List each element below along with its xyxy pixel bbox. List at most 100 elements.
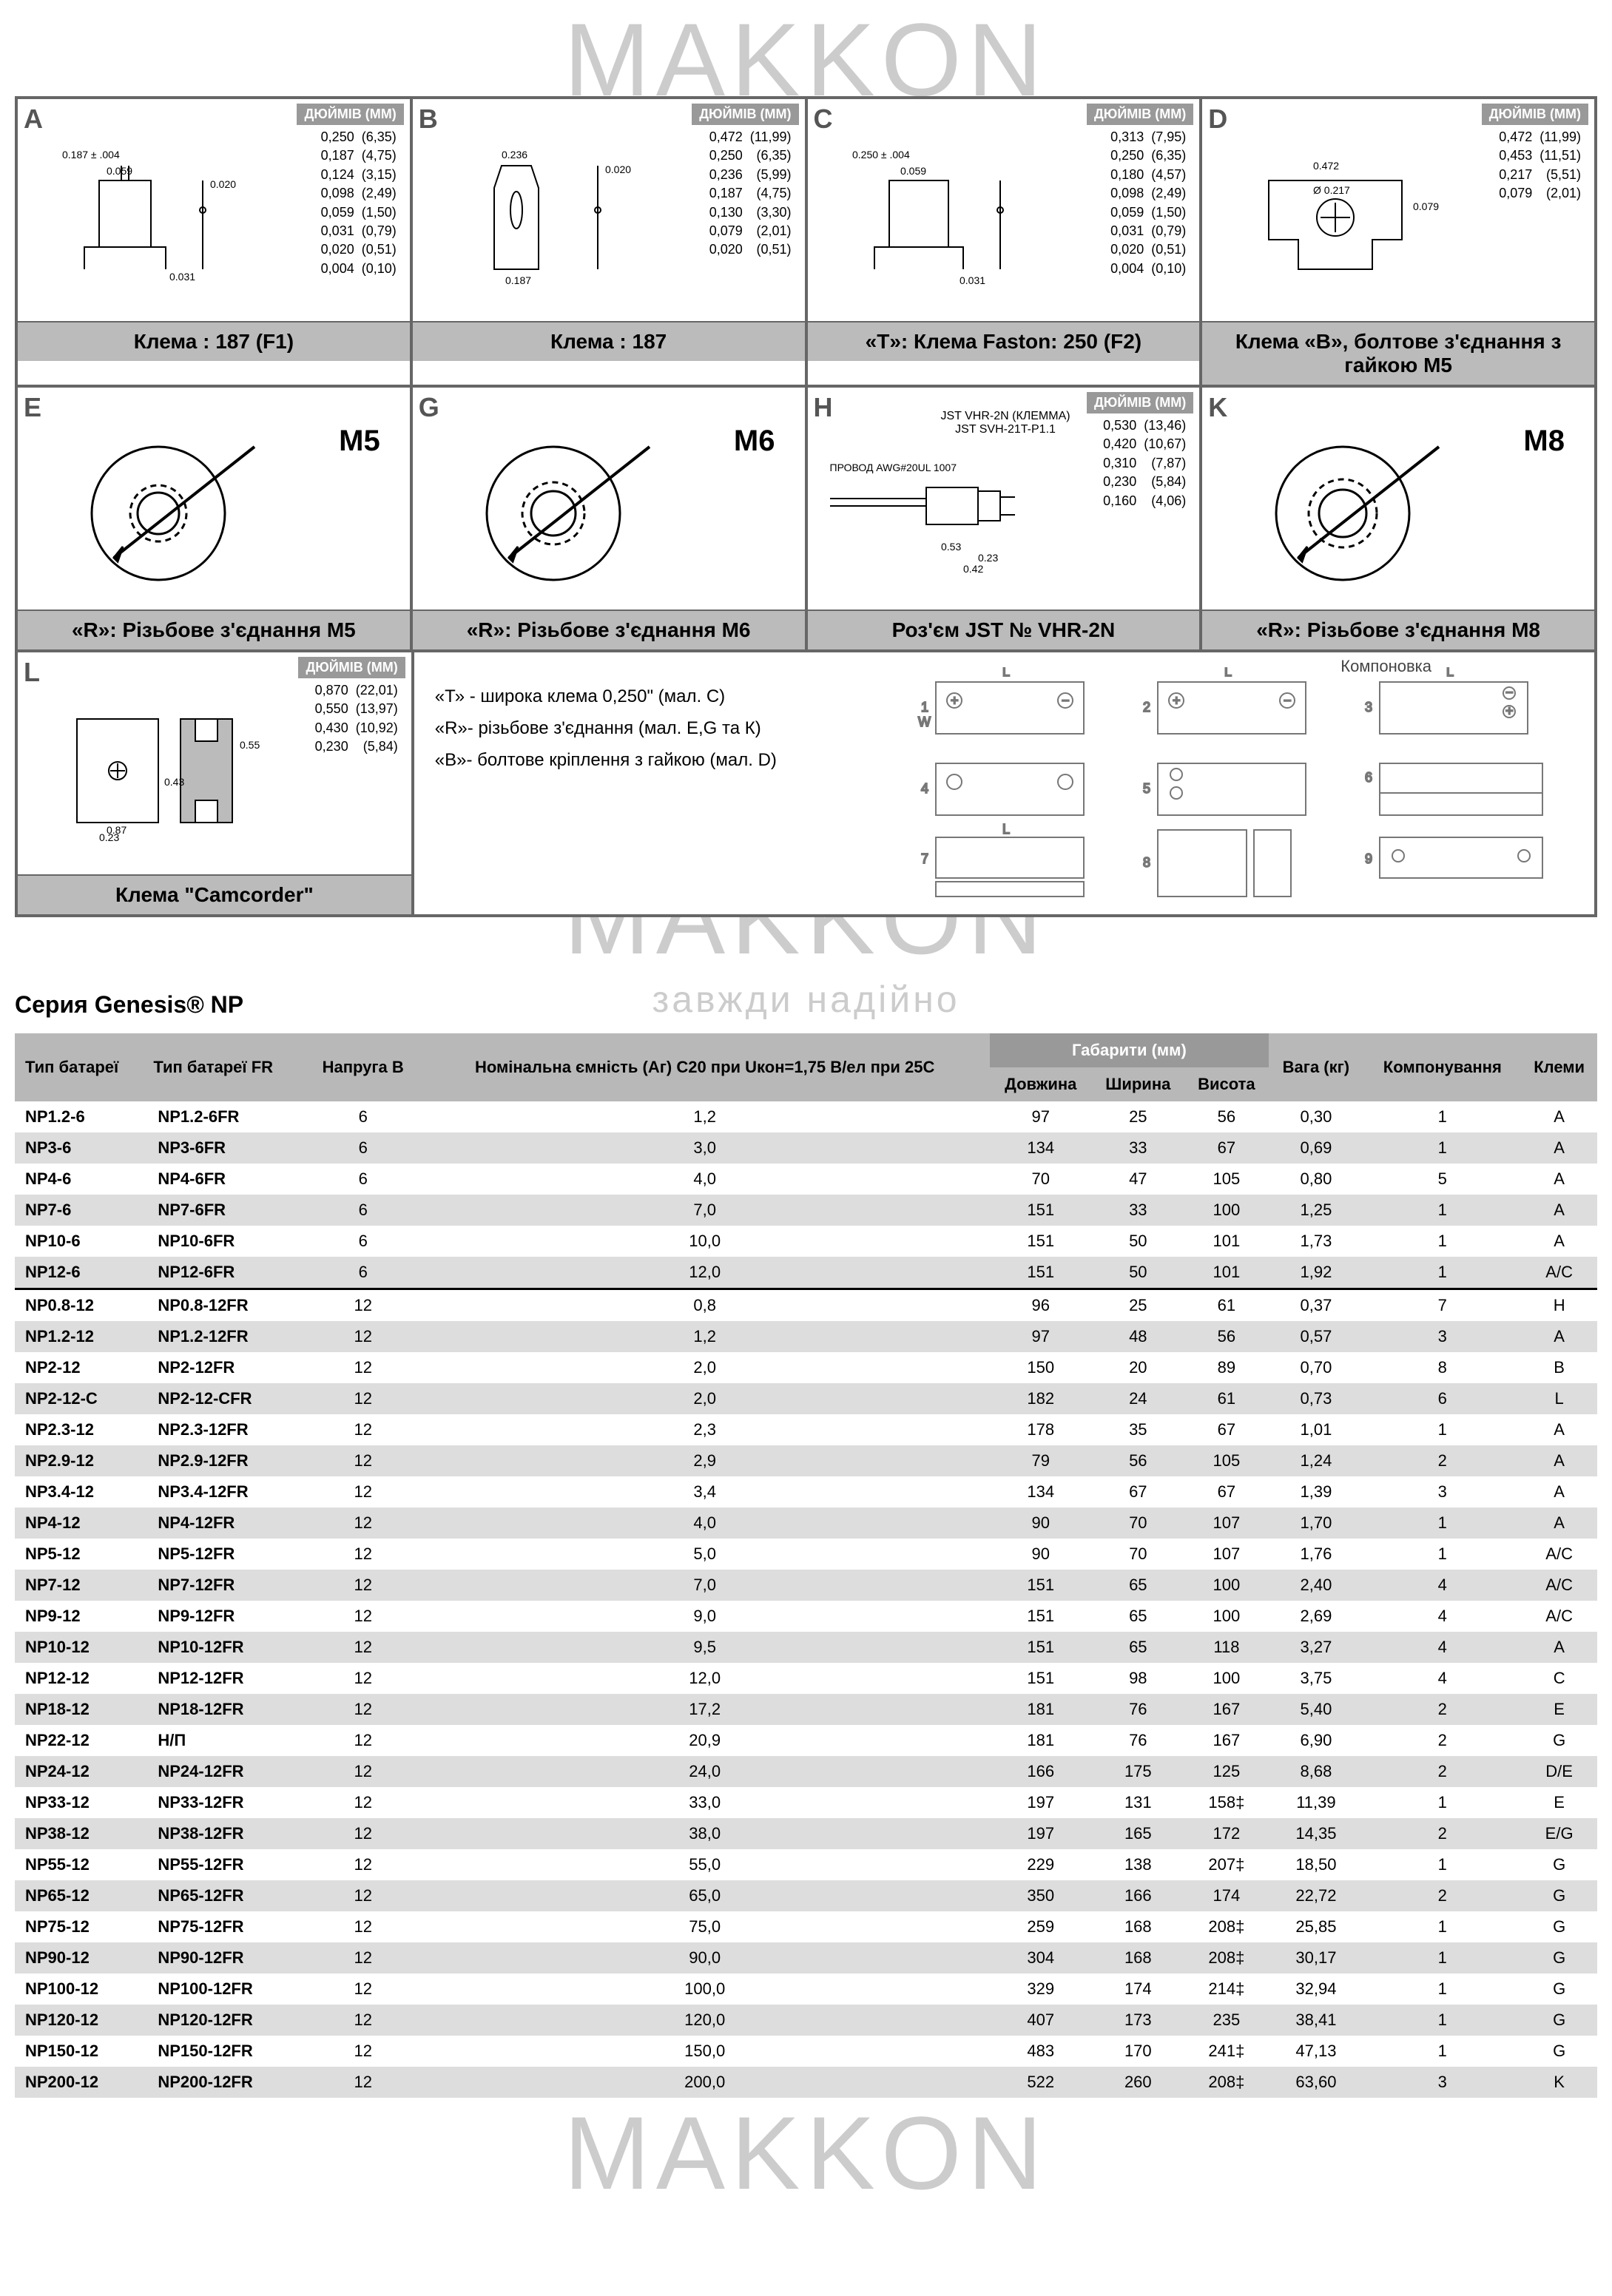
cell-letter: E [24,392,41,423]
svg-text:W: W [918,715,931,729]
diagram-cell-b: B ДЮЙМІВ (ММ) 0,472(11,99)0,250(6,35)0,2… [411,98,806,386]
table-row: NP120-12NP120-12FR12120,040717323538,411… [15,2005,1597,2036]
dim-table-h: 0,530(13,46)0,420(10,67)0,310(7,87)0,230… [1102,416,1193,511]
terminal-drawing: 0.250 ± .004 0.059 0.031 [845,136,1037,299]
svg-text:2: 2 [1143,700,1150,715]
table-row: NP2-12NP2-12FR122,015020890,708B [15,1352,1597,1383]
table-row: NP90-12NP90-12FR1290,0304168208‡30,171G [15,1942,1597,1973]
table-row: NP65-12NP65-12FR1265,035016617422,722G [15,1880,1597,1911]
series-title: Серия Genesis® NP [15,991,1597,1019]
cell-title: Клема «В», болтове з'єднання з гайкою М5 [1202,321,1594,385]
table-row: NP1.2-6NP1.2-6FR61,29725560,301A [15,1101,1597,1132]
terminal-drawing: 0.472 Ø 0.217 0.079 [1239,136,1446,299]
svg-text:+: + [951,693,959,708]
svg-text:4: 4 [921,781,928,796]
table-row: NP150-12NP150-12FR12150,0483170241‡47,13… [15,2036,1597,2067]
svg-text:5: 5 [1143,781,1150,796]
svg-text:0.020: 0.020 [210,178,236,190]
diagram-cell-k: K M8 «R»: Різьбове з'єднання М8 [1201,386,1596,651]
table-row: NP18-12NP18-12FR1217,2181761675,402E [15,1694,1597,1725]
svg-text:0.031: 0.031 [960,274,985,286]
table-row: NP9-12NP9-12FR129,0151651002,694A/C [15,1601,1597,1632]
svg-text:−: − [1062,693,1070,708]
svg-text:0.472: 0.472 [1313,160,1339,172]
svg-text:+: + [1173,693,1181,708]
table-row: NP2.9-12NP2.9-12FR122,979561051,242A [15,1445,1597,1476]
dim-table-a: 0,250(6,35)0,187(4,75)0,124(3,15)0,098(2… [320,127,404,279]
terminal-diagrams-grid: A ДЮЙМІВ (ММ) 0,250(6,35)0,187(4,75)0,12… [15,96,1597,917]
svg-text:0.020: 0.020 [605,163,631,175]
cell-letter: H [814,392,833,423]
table-row: NP7-12NP7-12FR127,0151651002,404A/C [15,1570,1597,1601]
cell-letter: G [419,392,439,423]
cell-letter: C [814,104,833,135]
svg-text:3: 3 [1365,700,1372,715]
table-row: NP4-6NP4-6FR64,070471050,805A [15,1164,1597,1195]
connector-drawing: 0.53 0.23 0.42 [830,476,1067,580]
table-row: NP1.2-12NP1.2-12FR121,29748560,573A [15,1321,1597,1352]
svg-text:+: + [1505,703,1514,718]
svg-text:0.059: 0.059 [107,165,132,177]
svg-text:−: − [1284,693,1292,708]
table-row: NP33-12NP33-12FR1233,0197131158‡11,391E [15,1787,1597,1818]
svg-text:7: 7 [921,851,928,866]
diagram-cell-a: A ДЮЙМІВ (ММ) 0,250(6,35)0,187(4,75)0,12… [16,98,411,386]
cell-title: «R»: Різьбове з'єднання М5 [18,610,410,649]
svg-text:0.53: 0.53 [941,541,961,553]
cell-title: «Т»: Клема Faston: 250 (F2) [808,321,1200,361]
cell-letter: A [24,104,43,135]
diagram-cell-e: E M5 «R»: Різьбове з'єднання М5 [16,386,411,651]
terminal-drawing: 0.187 ± .004 0.059 0.020 0.031 [55,136,247,299]
table-row: NP2-12-CNP2-12-CFR122,018224610,736L [15,1383,1597,1414]
svg-text:0.236: 0.236 [502,149,527,161]
dim-table-b: 0,472(11,99)0,250(6,35)0,236(5,99)0,187(… [708,127,799,260]
cell-letter: K [1208,392,1227,423]
dim-header: ДЮЙМІВ (ММ) [297,104,403,125]
table-row: NP10-6NP10-6FR610,0151501011,731A [15,1226,1597,1257]
dim-table-l: 0,870(22,01)0,550(13,97)0,430(10,92)0,23… [314,681,405,757]
terminal-drawing: 0.236 0.020 0.187 [450,136,642,299]
watermark-text: MAKKON [564,2095,1048,2211]
col-dims-group: Габарити (мм) [990,1033,1268,1067]
svg-text:L: L [1002,822,1010,837]
bolt-size: M8 [1523,425,1565,458]
svg-text:L: L [1002,667,1010,679]
svg-text:6: 6 [1365,770,1372,785]
cell-letter: B [419,104,438,135]
dim-table-c: 0,313(7,95)0,250(6,35)0,180(4,57)0,098(2… [1109,127,1193,279]
bolt-drawing [472,432,664,595]
dim-header: ДЮЙМІВ (ММ) [1087,392,1193,413]
svg-text:0.43: 0.43 [164,776,184,788]
svg-text:0.079: 0.079 [1413,200,1439,212]
svg-text:9: 9 [1365,851,1372,866]
col-layout: Компонування [1363,1033,1521,1101]
table-row: NP0.8-12NP0.8-12FR120,89625610,377H [15,1289,1597,1322]
svg-text:8: 8 [1143,855,1150,870]
table-row: NP5-12NP5-12FR125,090701071,761A/C [15,1539,1597,1570]
table-row: NP4-12NP4-12FR124,090701071,701A [15,1507,1597,1539]
cell-title: «R»: Різьбове з'єднання М8 [1202,610,1594,649]
diagram-cell-h: H ДЮЙМІВ (ММ) 0,530(13,46)0,420(10,67)0,… [806,386,1201,651]
svg-text:0.059: 0.059 [900,165,926,177]
table-row: NP38-12NP38-12FR1238,019716517214,352E/G [15,1818,1597,1849]
table-row: NP12-12NP12-12FR1212,0151981003,754C [15,1663,1597,1694]
col-width: Ширина [1091,1067,1184,1101]
col-weight: Вага (кг) [1269,1033,1364,1101]
layout-diagrams: 1LW +− 2L −+ 3L −+ 4 5 6 [914,667,1579,904]
svg-text:0.23: 0.23 [978,552,998,564]
col-length: Довжина [990,1067,1091,1101]
table-row: NP3.4-12NP3.4-12FR123,413467671,393A [15,1476,1597,1507]
table-row: NP24-12NP24-12FR1224,01661751258,682D/E [15,1756,1597,1787]
svg-text:0.187: 0.187 [505,274,531,286]
dim-header: ДЮЙМІВ (ММ) [298,657,405,678]
dim-table-d: 0,472(11,99)0,453(11,51)0,217(5,51)0,079… [1497,127,1588,204]
table-row: NP22-12Н/П1220,9181761676,902G [15,1725,1597,1756]
cell-title: Роз'єм JST № VHR-2N [808,610,1200,649]
svg-text:0.55: 0.55 [240,739,260,751]
diagram-cell-d: D ДЮЙМІВ (ММ) 0,472(11,99)0,453(11,51)0,… [1201,98,1596,386]
svg-text:0.031: 0.031 [169,271,195,283]
cell-title: Клема : 187 [413,321,805,361]
camcorder-drawing: 0.23 0.55 0.43 0.87 [55,689,277,852]
legend-layout-cell: «Т» - широка клема 0,250" (мал. С) «R»- … [413,651,1596,916]
table-row: NP12-6NP12-6FR612,0151501011,921A/C [15,1257,1597,1289]
